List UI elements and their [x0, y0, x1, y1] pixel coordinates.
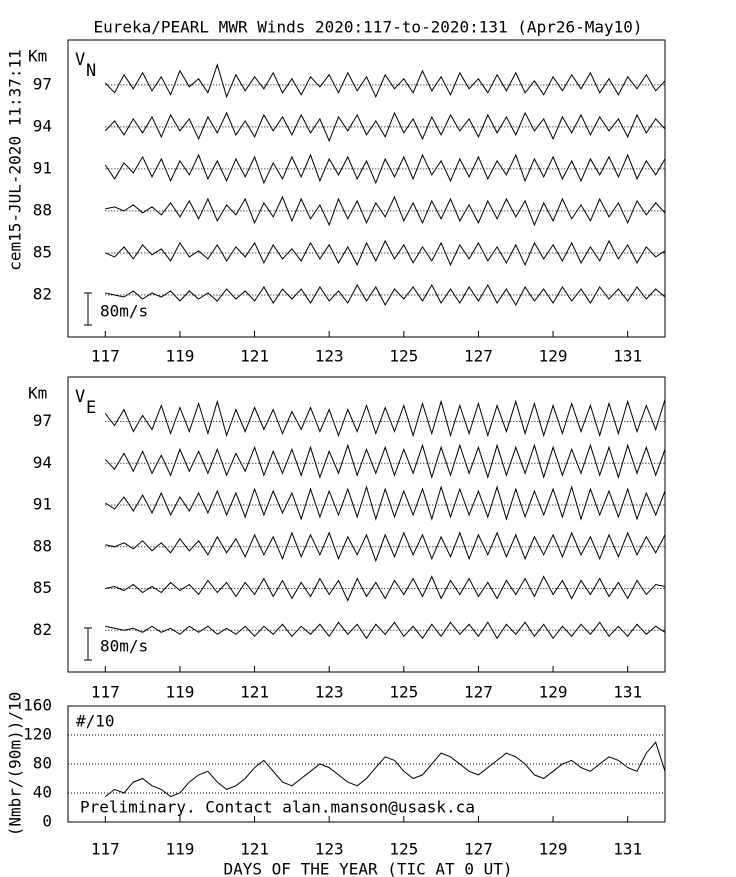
- y-tick-label: 91: [33, 158, 52, 177]
- page-title: Eureka/PEARL MWR Winds 2020:117-to-2020:…: [93, 18, 642, 37]
- x-tick-label: 121: [240, 683, 269, 702]
- plot-frame: [67, 39, 666, 338]
- wind-trace: [105, 621, 666, 640]
- y-tick-label: 82: [33, 284, 52, 303]
- x-tick-label: 127: [464, 347, 493, 366]
- y-tick-label: 85: [33, 578, 52, 597]
- x-tick-label: 127: [464, 840, 493, 859]
- panel-title: #/10: [76, 712, 115, 731]
- plot-frame: [67, 376, 666, 673]
- x-tick-label: 129: [539, 840, 568, 859]
- wind-trace: [105, 239, 666, 267]
- x-tick-label: 129: [539, 683, 568, 702]
- wind-trace: [104, 443, 666, 480]
- scale-bar-label: 80m/s: [100, 637, 148, 656]
- wind-trace: [104, 63, 666, 99]
- wind-trace: [104, 153, 666, 185]
- wind-trace: [104, 399, 666, 438]
- x-tick-label: 117: [91, 683, 120, 702]
- x-tick-label: 125: [389, 347, 418, 366]
- y-tick-label: 88: [33, 200, 52, 219]
- count-line: [104, 741, 666, 798]
- x-tick-label: 131: [613, 840, 642, 859]
- y-tick-label: 94: [33, 453, 52, 472]
- x-tick-label: 131: [613, 683, 642, 702]
- panel-label-sub: N: [86, 61, 96, 81]
- x-tick-label: 123: [315, 840, 344, 859]
- x-tick-label: 117: [91, 840, 120, 859]
- x-tick-label: 125: [389, 683, 418, 702]
- y-tick-label: 88: [33, 536, 52, 555]
- x-axis-label: DAYS OF THE YEAR (TIC AT 0 UT): [224, 860, 513, 877]
- x-tick-label: 121: [240, 347, 269, 366]
- x-tick-label: 123: [315, 683, 344, 702]
- wind-trace: [105, 485, 666, 521]
- panel-label-main: V: [75, 387, 85, 407]
- x-tick-label: 123: [315, 347, 344, 366]
- y-unit: Km: [28, 384, 47, 403]
- y-tick-label: 91: [33, 495, 52, 514]
- timestamp: cem15-JUL-2020 11:37:11: [6, 49, 25, 271]
- x-tick-label: 121: [240, 840, 269, 859]
- x-tick-label: 127: [464, 683, 493, 702]
- panel-label-main: V: [75, 50, 85, 70]
- x-tick-label: 129: [539, 347, 568, 366]
- y-tick-label: 160: [23, 696, 52, 715]
- y-tick-label: 40: [33, 783, 52, 802]
- scale-bar-label: 80m/s: [100, 302, 148, 321]
- x-tick-label: 117: [91, 347, 120, 366]
- wind-trace: [105, 531, 666, 563]
- y-tick-label: 85: [33, 242, 52, 261]
- x-tick-label: 119: [165, 683, 194, 702]
- panel-note: Preliminary. Contact alan.manson@usask.c…: [80, 798, 475, 817]
- wind-trace: [105, 195, 666, 227]
- wind-trace: [105, 575, 666, 602]
- wind-trace: [105, 283, 666, 307]
- y-tick-label: 0: [42, 812, 52, 831]
- x-tick-label: 119: [165, 840, 194, 859]
- panel-label-sub: E: [86, 398, 96, 418]
- y-tick-label: 80: [33, 754, 52, 773]
- y-axis-label: (Nmbr/(90m))/10: [6, 692, 25, 837]
- x-tick-label: 119: [165, 347, 194, 366]
- y-tick-label: 97: [33, 411, 52, 430]
- wind-trace: [104, 111, 666, 143]
- y-tick-label: 94: [33, 116, 52, 135]
- y-tick-label: 120: [23, 725, 52, 744]
- y-unit: Km: [28, 47, 47, 66]
- x-tick-label: 131: [613, 347, 642, 366]
- y-tick-label: 82: [33, 620, 52, 639]
- x-tick-label: 125: [389, 840, 418, 859]
- y-tick-label: 97: [33, 74, 52, 93]
